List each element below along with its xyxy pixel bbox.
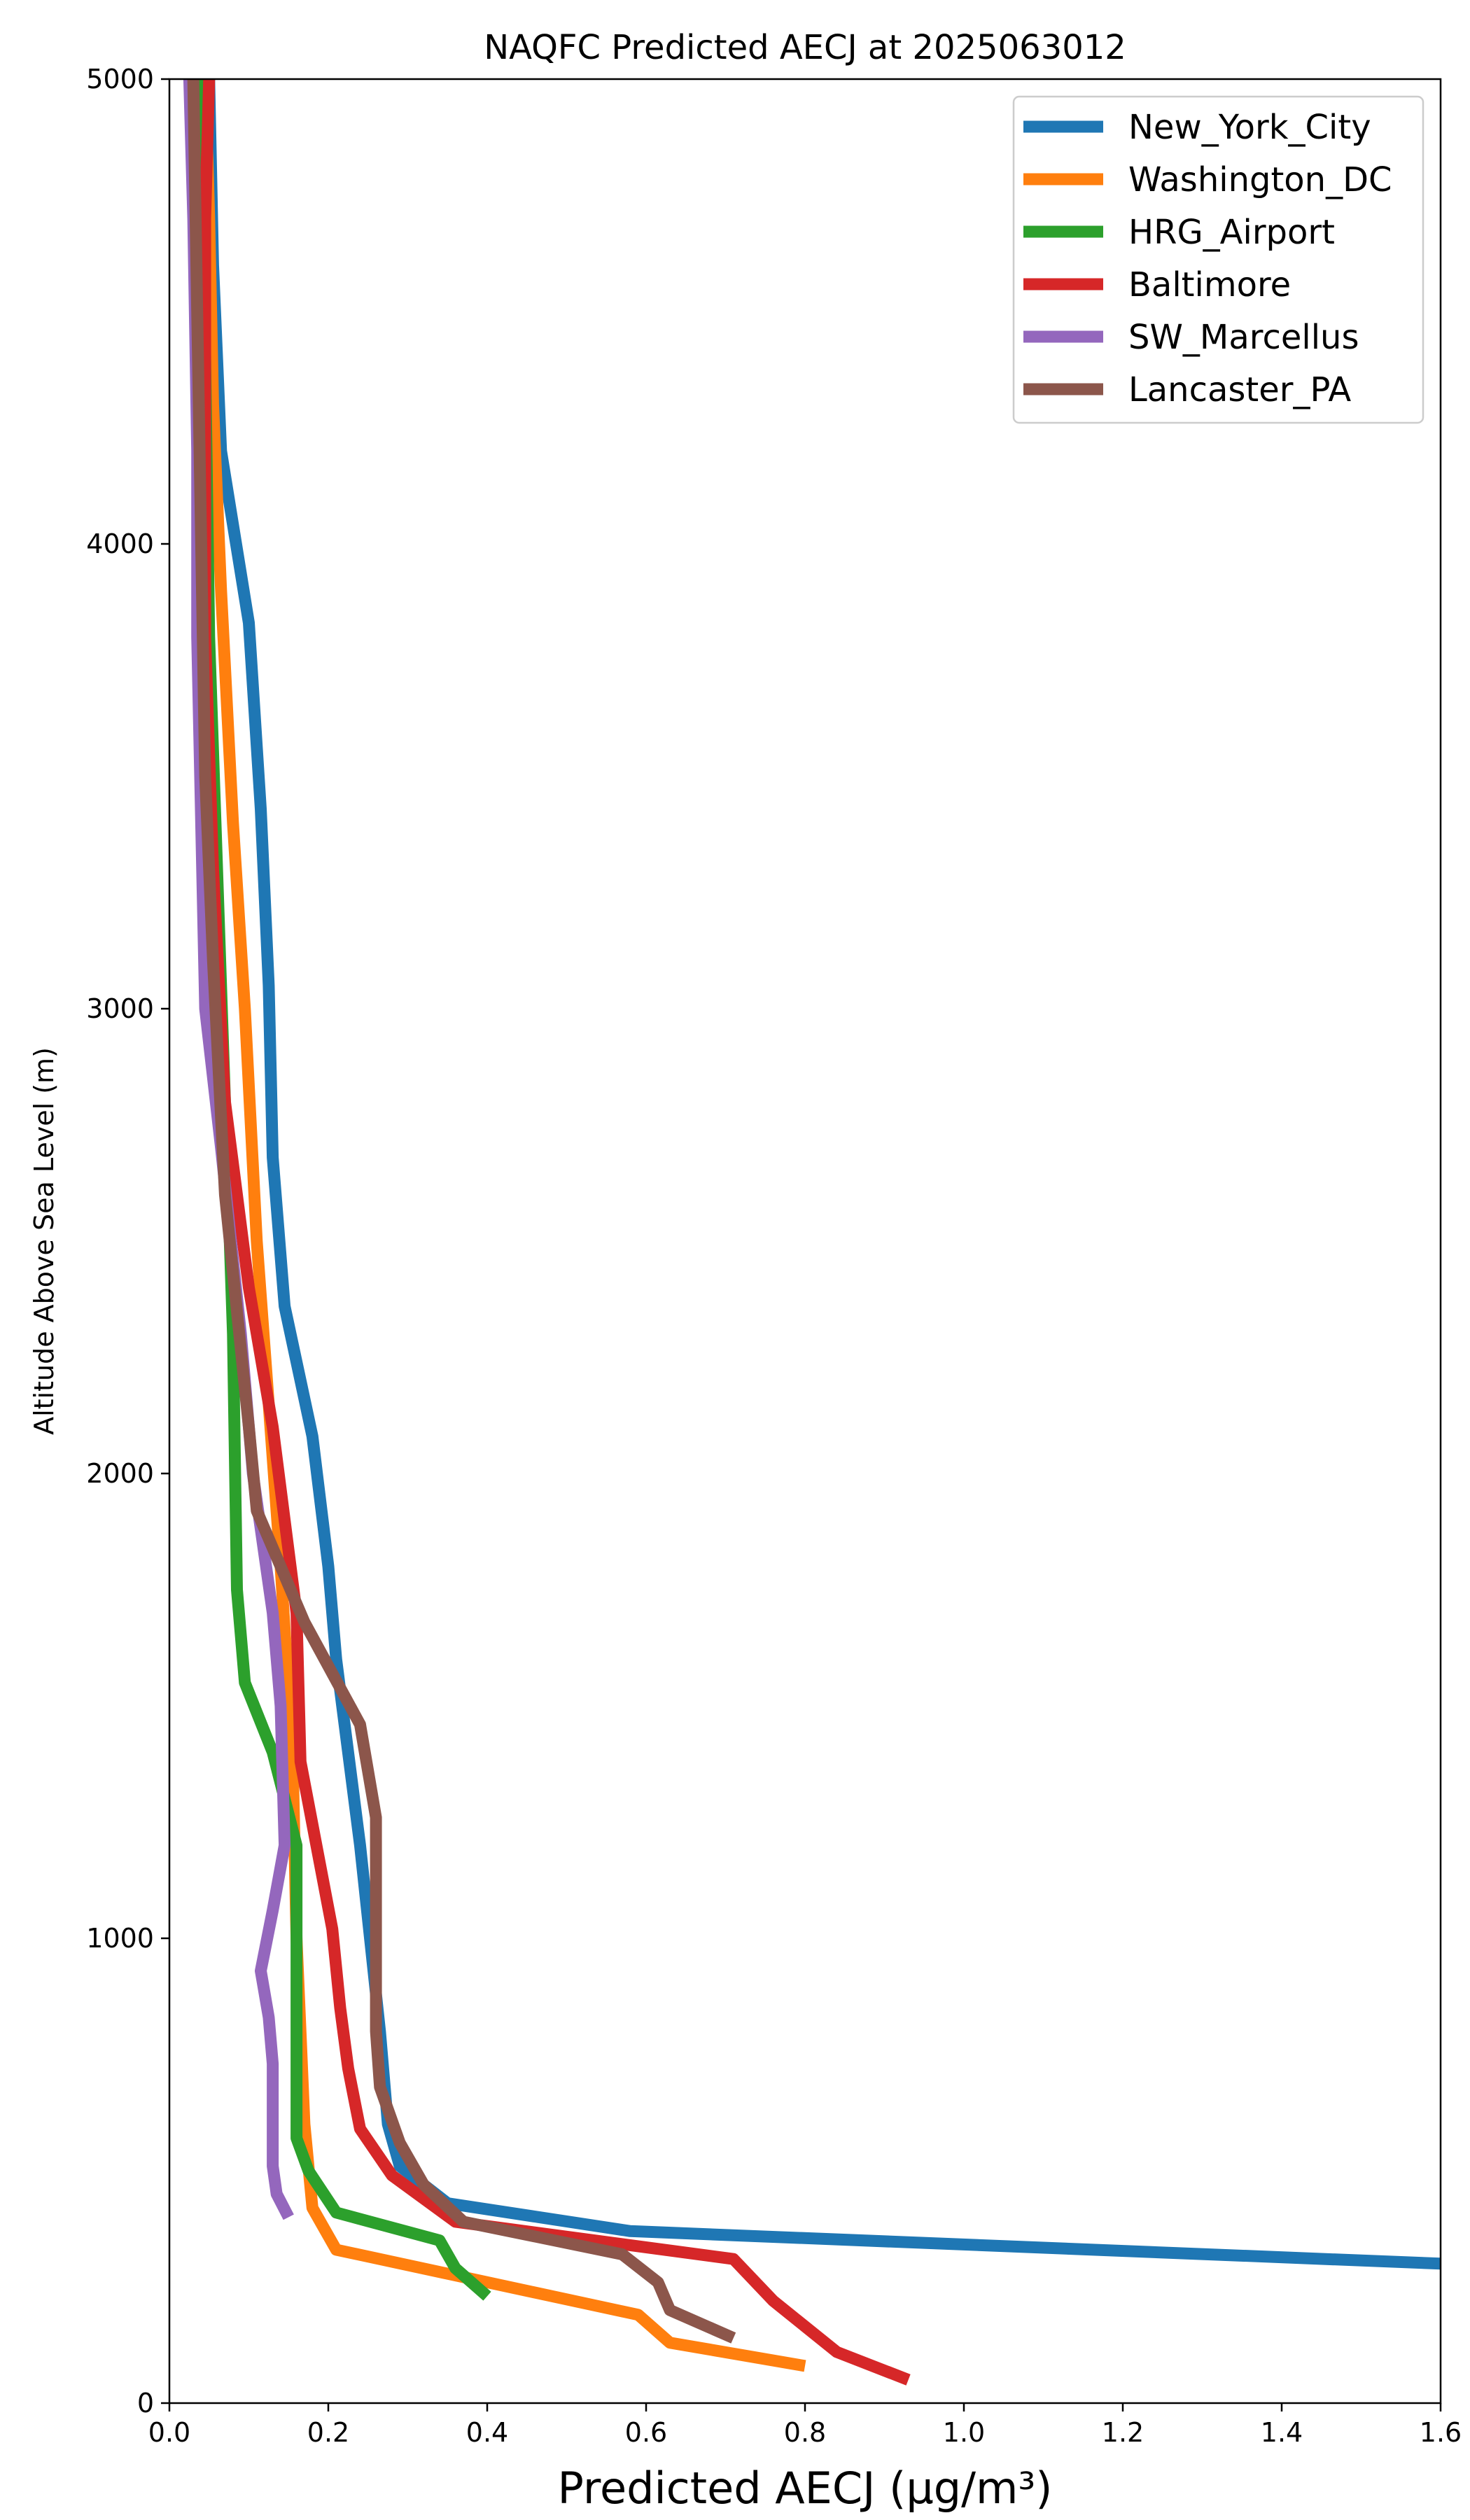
legend-entry-label: Baltimore xyxy=(1128,265,1291,304)
x-tick-label: 0.2 xyxy=(307,2417,349,2448)
x-tick-label: 1.6 xyxy=(1420,2417,1462,2448)
legend: New_York_City Washington_DC HRG_Airport Bal… xyxy=(1012,95,1424,424)
y-axis-label: Altitude Above Sea Level (m) xyxy=(29,1047,59,1435)
x-tick-label: 1.4 xyxy=(1261,2417,1303,2448)
series-line-washington-dc xyxy=(199,79,806,2372)
plot-background xyxy=(169,79,1441,2403)
series-line-lancaster-pa xyxy=(187,79,736,2344)
y-tick-label: 5000 xyxy=(86,64,154,94)
y-tick-label: 4000 xyxy=(86,528,154,559)
legend-entry-label: Washington_DC xyxy=(1128,160,1392,200)
x-tick-label: 0.0 xyxy=(148,2417,190,2448)
series-line-new-york-city xyxy=(203,79,1441,2270)
y-tick-label: 1000 xyxy=(86,1923,154,1954)
x-tick-label: 0.6 xyxy=(625,2417,667,2448)
x-tick-label: 0.8 xyxy=(784,2417,826,2448)
y-tick-label: 0 xyxy=(137,2388,154,2418)
x-tick-label: 1.2 xyxy=(1102,2417,1144,2448)
legend-entry-label: Lancaster_PA xyxy=(1128,370,1351,410)
legend-entry-label: SW_Marcellus xyxy=(1128,318,1359,357)
plot-area xyxy=(168,78,1442,2404)
legend-entry-label: HRG_Airport xyxy=(1128,213,1335,252)
x-tick-label: 0.4 xyxy=(466,2417,508,2448)
y-tick-label: 2000 xyxy=(86,1458,154,1489)
chart-title: NAQFC Predicted AECJ at 2025063012 xyxy=(484,28,1126,67)
x-axis-label: Predicted AECJ (μg/m³) xyxy=(558,2463,1053,2514)
series-group xyxy=(183,79,1441,2386)
x-tick-label: 1.0 xyxy=(943,2417,985,2448)
legend-box xyxy=(1012,95,1424,424)
legend-entry-label: New_York_City xyxy=(1128,108,1371,147)
y-tick-label: 3000 xyxy=(86,993,154,1024)
y-axis: 0 1000 2000 3000 4000 5000 xyxy=(86,64,169,2418)
x-axis: 0.0 0.2 0.4 0.6 0.8 1.0 1.2 1.4 1.6 xyxy=(148,2403,1462,2448)
